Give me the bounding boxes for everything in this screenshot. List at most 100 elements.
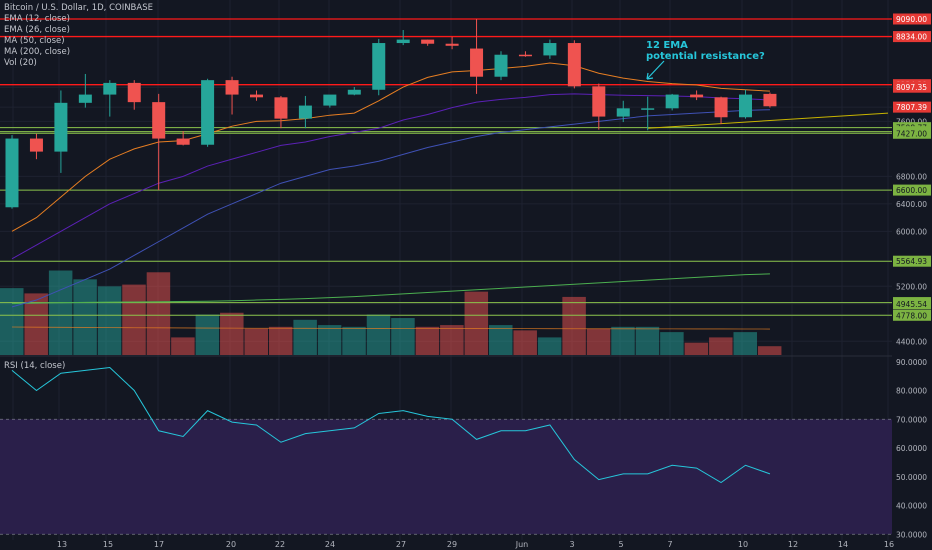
volume-bar (513, 330, 537, 355)
time-axis-label: 17 (154, 540, 164, 549)
ma200-line (11, 273, 770, 304)
volume-bar (24, 293, 48, 355)
candle-body (543, 43, 557, 56)
volume-bar (195, 314, 220, 355)
rsi-axis-label: 70.0000 (896, 415, 927, 424)
candle-body (78, 94, 92, 103)
candle-body (396, 39, 410, 44)
annotation-arrow (646, 60, 665, 80)
volume-bar (122, 284, 146, 355)
time-axis-label: 10 (738, 540, 748, 549)
price-label-bg (893, 309, 931, 321)
volume-ma-line (11, 326, 770, 330)
chart-legend: Bitcoin / U.S. Dollar, 1D, COINBASE EMA … (4, 3, 153, 69)
indicator-ema26[interactable]: EMA (26, close) (4, 25, 70, 35)
candle-body (54, 102, 68, 152)
indicator-ma200[interactable]: MA (200, close) (4, 47, 71, 57)
candle-body (421, 39, 435, 44)
candle-body (225, 80, 239, 95)
volume-bar (293, 319, 317, 355)
volume-bar (415, 326, 440, 355)
trend-line (647, 112, 889, 129)
time-axis-label: 14 (838, 540, 848, 549)
candle-body (127, 82, 141, 103)
price-axis: 9090.008834.008134.298097.357807.397600.… (892, 0, 932, 550)
candle-body (298, 105, 312, 119)
volume-bar (0, 288, 24, 355)
price-axis-label: 7807.39 (896, 103, 927, 112)
annotation-text: 12 EMA potential resistance? (646, 40, 765, 62)
candle-body (201, 80, 215, 145)
indicator-ma50[interactable]: MA (50, close) (4, 36, 65, 46)
volume-bar (342, 326, 366, 355)
volume-bar (464, 291, 489, 355)
volume-bar (684, 342, 709, 355)
candle-body (323, 94, 337, 106)
time-axis-label: 3 (569, 540, 574, 549)
time-axis-label: 22 (275, 540, 285, 549)
time-axis-label: 24 (325, 540, 335, 549)
volume-bar (146, 272, 171, 355)
price-axis-label: 4778.00 (896, 311, 927, 320)
volume-bar (635, 326, 660, 355)
candle-body (29, 138, 43, 152)
rsi-axis-label: 90.0000 (896, 358, 927, 367)
price-axis-label: 7600.00 (896, 117, 927, 126)
candles (5, 18, 777, 209)
candle-body (567, 43, 581, 87)
annotation-line-1: 12 EMA (646, 40, 688, 51)
rsi-band (0, 419, 892, 535)
volume-bar (244, 328, 268, 355)
price-axis-label: 6800.00 (896, 172, 927, 181)
indicator-vol[interactable]: Vol (20) (4, 58, 37, 68)
price-axis-label: 9090.00 (896, 15, 927, 24)
candle-body (347, 89, 361, 95)
volume-bar (709, 337, 733, 355)
price-label-bg (893, 81, 931, 93)
candle-body (592, 86, 606, 117)
price-axis-label: 7427.00 (896, 129, 927, 138)
candle-body (665, 94, 679, 109)
candle-body (690, 94, 704, 98)
candle-body (714, 97, 728, 118)
time-axis-label: Jun (515, 540, 529, 549)
volume-bar (489, 325, 513, 355)
volume-bar (97, 286, 122, 355)
rsi-legend[interactable]: RSI (14, close) (4, 361, 66, 371)
time-axis-label: 5 (618, 540, 623, 549)
time-axis-label: 15 (103, 540, 113, 549)
moving-averages (11, 62, 770, 308)
volume-bar (391, 318, 415, 355)
rsi-line (0, 366, 892, 535)
candle-body (445, 43, 459, 46)
price-label-bg (893, 13, 931, 25)
price-label-bg (893, 184, 931, 196)
volume-bar (660, 332, 684, 355)
candle-body (152, 102, 166, 139)
volume-bar (440, 325, 464, 355)
candle-body (250, 94, 263, 98)
rsi-axis-label: 50.0000 (896, 473, 927, 482)
volume-bar (73, 279, 97, 355)
ma50-line (11, 109, 770, 308)
horizontal-levels (0, 18, 892, 316)
price-label-bg (893, 127, 931, 139)
rsi-axis-label: 40.0000 (896, 502, 927, 511)
price-label-bg (893, 298, 931, 310)
volume-bar (268, 326, 293, 355)
indicator-ema12[interactable]: EMA (12, close) (4, 14, 70, 24)
volume-bars (0, 270, 782, 355)
volume-bar (220, 312, 244, 355)
ema12-line (11, 62, 770, 232)
price-axis-label: 6000.00 (896, 227, 927, 236)
price-axis-label: 6600.00 (896, 186, 927, 195)
time-axis-label: 20 (226, 540, 236, 549)
symbol-title[interactable]: Bitcoin / U.S. Dollar, 1D, COINBASE (4, 3, 153, 13)
candle-body (739, 94, 752, 118)
price-axis-label: 5200.00 (896, 282, 927, 291)
price-axis-label: 8834.00 (896, 33, 927, 42)
volume-bar (757, 346, 782, 355)
time-axis-label: 12 (788, 540, 798, 549)
candle-body (372, 43, 386, 90)
